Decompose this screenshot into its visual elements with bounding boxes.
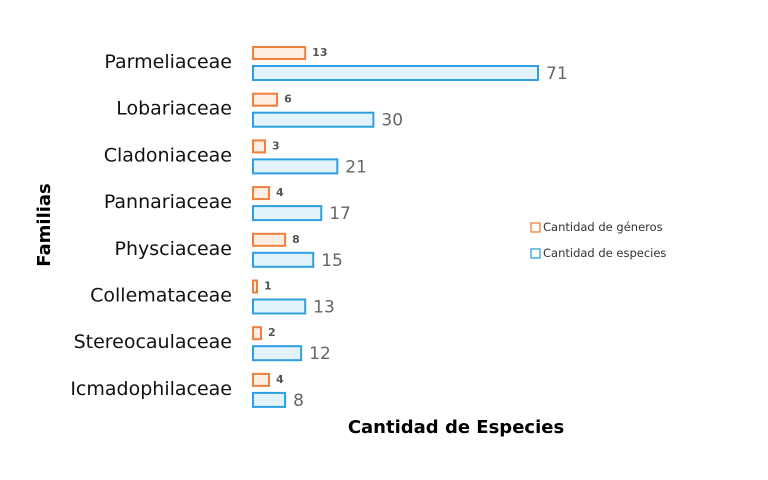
bar-generos-parmeliaceae (252, 46, 307, 60)
bar-generos-pannariaceae (252, 186, 271, 201)
bar-generos-collemataceae (252, 279, 259, 294)
category-label-parmeliaceae: Parmeliaceae (104, 51, 232, 73)
bar-generos-lobariaceae (252, 92, 279, 107)
category-label-stereocaulaceae: Stereocaulaceae (74, 331, 232, 353)
category-label-physciaceae: Physciaceae (115, 238, 232, 260)
bar-generos-stereocaulaceae (252, 326, 263, 341)
bar-especies-parmeliaceae (252, 65, 539, 81)
bar-generos-physciaceae (252, 232, 287, 247)
bar-especies-lobariaceae (252, 111, 375, 128)
data-label-generos-parmeliaceae: 13 (312, 46, 327, 59)
bar-generos-cladoniaceae (252, 139, 267, 154)
legend-swatch-especies (530, 248, 541, 259)
category-label-pannariaceae: Pannariaceae (104, 191, 232, 213)
data-label-generos-lobariaceae: 6 (284, 93, 292, 106)
bar-especies-stereocaulaceae (252, 345, 303, 362)
legend-swatch-generos (530, 222, 541, 233)
data-label-especies-stereocaulaceae: 12 (309, 344, 331, 364)
data-label-especies-lobariaceae: 30 (381, 111, 403, 131)
data-label-especies-cladoniaceae: 21 (345, 157, 367, 177)
y-axis-title: Familias (34, 183, 55, 267)
bar-especies-icmadophilaceae (252, 391, 287, 408)
legend: Cantidad de géneros Cantidad de especies (530, 220, 666, 260)
data-label-especies-collemataceae: 13 (313, 298, 335, 318)
data-label-generos-icmadophilaceae: 4 (276, 373, 284, 386)
data-label-especies-physciaceae: 15 (321, 251, 343, 271)
data-label-generos-stereocaulaceae: 2 (268, 326, 276, 339)
bar-especies-pannariaceae (252, 205, 323, 222)
data-label-generos-physciaceae: 8 (292, 233, 300, 246)
data-label-generos-collemataceae: 1 (264, 280, 272, 293)
bar-especies-collemataceae (252, 298, 307, 315)
legend-label-especies: Cantidad de especies (543, 246, 666, 260)
data-label-especies-icmadophilaceae: 8 (293, 391, 304, 411)
legend-label-generos: Cantidad de géneros (543, 220, 663, 234)
category-label-cladoniaceae: Cladoniaceae (104, 144, 232, 166)
category-labels-layer: Parmeliaceae Lobariaceae Cladoniaceae Panna… (70, 51, 232, 400)
data-label-especies-parmeliaceae: 71 (546, 64, 568, 84)
bar-generos-icmadophilaceae (252, 372, 271, 387)
bar-especies-cladoniaceae (252, 158, 339, 175)
data-label-generos-cladoniaceae: 3 (272, 139, 280, 152)
bar-especies-physciaceae (252, 251, 315, 268)
x-axis-title: Cantidad de Especies (348, 417, 564, 438)
category-label-icmadophilaceae: Icmadophilaceae (70, 378, 232, 400)
category-label-lobariaceae: Lobariaceae (116, 98, 232, 120)
data-label-especies-pannariaceae: 17 (329, 204, 351, 224)
data-label-generos-pannariaceae: 4 (276, 186, 284, 199)
category-label-collemataceae: Collemataceae (90, 285, 232, 307)
